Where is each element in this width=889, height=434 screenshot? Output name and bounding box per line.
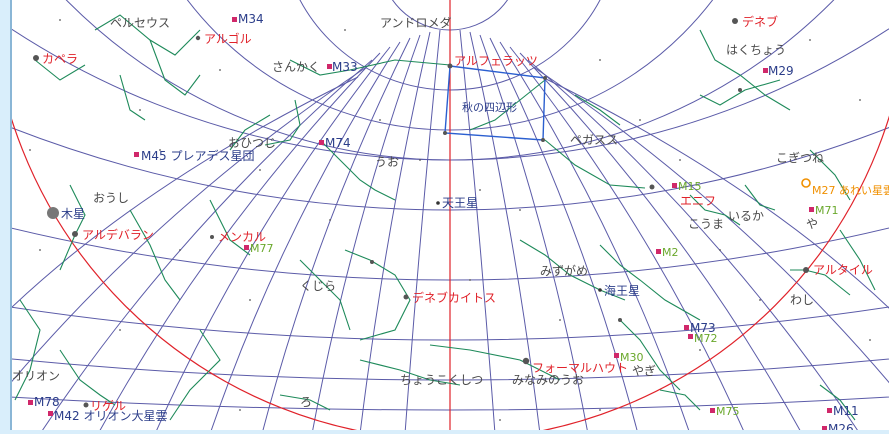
label-rigel[interactable]: リゲル bbox=[90, 399, 126, 413]
label-sculptor: ちょうこくしつ bbox=[400, 373, 483, 387]
label-m72[interactable]: M72 bbox=[694, 332, 718, 345]
label-orion: オリオン bbox=[12, 369, 60, 383]
label-cetus: くじら bbox=[300, 279, 336, 293]
label-enif[interactable]: エニフ bbox=[680, 194, 716, 208]
bright-stars bbox=[33, 18, 809, 408]
label-altair[interactable]: アルタイル bbox=[813, 263, 873, 277]
label-m74[interactable]: M74 bbox=[325, 136, 351, 150]
label-capricornus: やぎ bbox=[632, 364, 656, 378]
label-sagitta: や bbox=[806, 217, 818, 231]
label-m75[interactable]: M75 bbox=[716, 405, 740, 418]
label-aquarius: みずがめ bbox=[540, 263, 588, 278]
constellation-lines bbox=[14, 14, 876, 421]
label-fornax: ろ bbox=[300, 395, 312, 409]
uranus-icon[interactable] bbox=[436, 201, 440, 205]
label-jupiter[interactable]: 木星 bbox=[61, 207, 85, 221]
label-m26[interactable]: M26 bbox=[828, 422, 854, 434]
label-diphda[interactable]: デネブカイトス bbox=[412, 290, 496, 305]
label-vulpecula: こぎつね bbox=[776, 151, 824, 165]
label-perseus: ペルセウス bbox=[110, 16, 170, 30]
label-fomalhaut[interactable]: フォーマルハウト bbox=[532, 361, 628, 375]
label-menkar[interactable]: メンカル bbox=[218, 230, 266, 244]
label-m33[interactable]: M33 bbox=[332, 60, 358, 74]
label-aries: おひつじ bbox=[228, 136, 276, 150]
label-m73[interactable]: M73 bbox=[690, 321, 716, 335]
label-capella[interactable]: カペラ bbox=[42, 52, 78, 66]
label-m45[interactable]: M45 プレアデス星団 bbox=[141, 148, 254, 163]
label-triangulum: さんかく bbox=[272, 60, 320, 74]
label-m11[interactable]: M11 bbox=[833, 404, 859, 418]
label-piscis-austrinus: みなみのうお bbox=[512, 373, 584, 387]
label-andromeda: アンドロメダ bbox=[380, 15, 452, 30]
label-m15[interactable]: M15 bbox=[678, 180, 702, 193]
label-great-square: 秋の四辺形 bbox=[462, 100, 517, 114]
label-m77[interactable]: M77 bbox=[250, 242, 274, 255]
label-neptune[interactable]: 海王星 bbox=[604, 283, 640, 298]
messier-markers bbox=[28, 17, 832, 430]
label-pegasus: ペガスス bbox=[570, 133, 618, 147]
label-delphinus: いるか bbox=[728, 209, 764, 223]
label-uranus[interactable]: 天王星 bbox=[442, 196, 478, 210]
label-pisces: うお bbox=[375, 155, 399, 169]
jupiter-icon[interactable] bbox=[47, 207, 59, 219]
label-m34[interactable]: M34 bbox=[238, 12, 264, 26]
label-m71[interactable]: M71 bbox=[815, 204, 839, 217]
label-m42[interactable]: M42 オリオン大星雲 bbox=[54, 409, 167, 423]
nebula-ring-icon bbox=[801, 178, 811, 188]
background-stars bbox=[29, 19, 871, 421]
label-cygnus: はくちょう bbox=[726, 43, 786, 57]
label-aldebaran[interactable]: アルデバラン bbox=[82, 227, 154, 242]
label-m30[interactable]: M30 bbox=[620, 351, 644, 364]
label-m2[interactable]: M2 bbox=[662, 246, 679, 259]
label-algol[interactable]: アルゴル bbox=[204, 31, 252, 46]
label-taurus: おうし bbox=[93, 191, 129, 205]
label-m27[interactable]: M27 あれい星雲 bbox=[812, 184, 889, 197]
label-alpheratz[interactable]: アルフェラッツ bbox=[454, 54, 538, 68]
neptune-icon[interactable] bbox=[598, 288, 602, 292]
label-equuleus: こうま bbox=[688, 217, 724, 231]
right-ascension-grid bbox=[12, 29, 889, 430]
label-m29[interactable]: M29 bbox=[768, 64, 794, 78]
label-m78[interactable]: M78 bbox=[34, 395, 60, 409]
label-aquila: わし bbox=[790, 293, 814, 307]
label-deneb[interactable]: デネブ bbox=[742, 14, 778, 29]
